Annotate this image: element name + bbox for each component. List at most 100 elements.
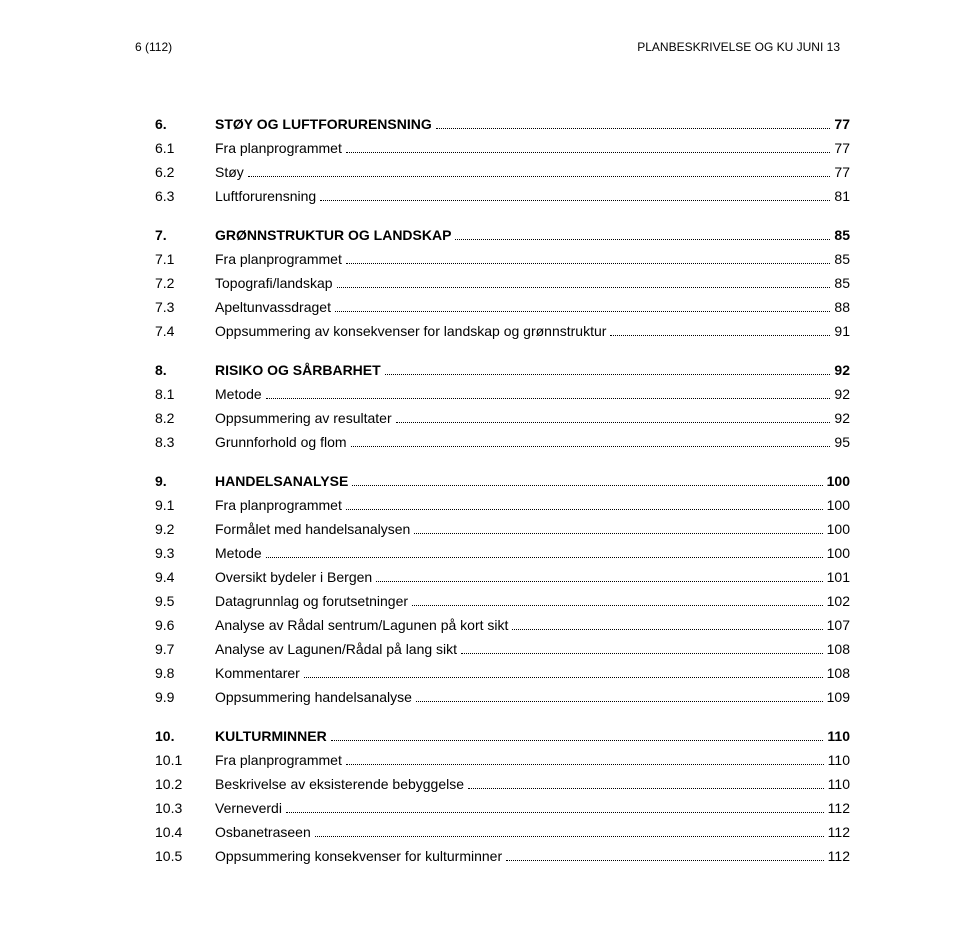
toc-leader-dots: [266, 557, 823, 558]
toc-leader-dots: [346, 764, 824, 765]
toc-page-number: 85: [834, 225, 850, 246]
toc-entry: 8.3Grunnforhold og flom95: [155, 432, 850, 453]
toc-title: Analyse av Lagunen/Rådal på lang sikt: [215, 639, 457, 660]
toc-entry: 9.6Analyse av Rådal sentrum/Lagunen på k…: [155, 615, 850, 636]
toc-entry: 7.2Topografi/landskap85: [155, 273, 850, 294]
toc-entry: 7.1Fra planprogrammet85: [155, 249, 850, 270]
toc-section-head: 10.KULTURMINNER110: [155, 726, 850, 747]
toc-number: 10.: [155, 726, 215, 747]
toc-entry: 8.2Oppsummering av resultater 92: [155, 408, 850, 429]
toc-number: 6.3: [155, 186, 215, 207]
toc-page-number: 85: [834, 249, 850, 270]
toc-number: 9.: [155, 471, 215, 492]
toc-number: 8.2: [155, 408, 215, 429]
toc-title: Apeltunvassdraget: [215, 297, 331, 318]
toc-entry: 6.3Luftforurensning 81: [155, 186, 850, 207]
toc-leader-dots: [385, 374, 831, 375]
toc-entry: 8.1Metode92: [155, 384, 850, 405]
toc-title: RISIKO OG SÅRBARHET: [215, 360, 381, 381]
toc-page-number: 92: [834, 360, 850, 381]
toc-entry: 9.8Kommentarer 108: [155, 663, 850, 684]
toc-leader-dots: [461, 653, 823, 654]
toc-leader-dots: [315, 836, 824, 837]
toc-number: 9.4: [155, 567, 215, 588]
toc-title: Oppsummering konsekvenser for kulturminn…: [215, 846, 502, 867]
toc-leader-dots: [412, 605, 823, 606]
table-of-contents: 6.STØY OG LUFTFORURENSNING776.1Fra planp…: [155, 114, 850, 867]
toc-section-head: 7.GRØNNSTRUKTUR OG LANDSKAP85: [155, 225, 850, 246]
toc-number: 10.3: [155, 798, 215, 819]
toc-leader-dots: [455, 239, 830, 240]
toc-leader-dots: [376, 581, 822, 582]
toc-number: 7.3: [155, 297, 215, 318]
toc-entry: 9.2Formålet med handelsanalysen100: [155, 519, 850, 540]
header-title: PLANBESKRIVELSE OG KU JUNI 13: [637, 40, 840, 54]
toc-page-number: 108: [827, 639, 850, 660]
toc-leader-dots: [436, 128, 831, 129]
toc-page-number: 81: [834, 186, 850, 207]
toc-title: Oppsummering av resultater: [215, 408, 392, 429]
toc-page-number: 109: [827, 687, 850, 708]
toc-page-number: 95: [834, 432, 850, 453]
toc-title: Oppsummering handelsanalyse: [215, 687, 412, 708]
toc-title: Oversikt bydeler i Bergen: [215, 567, 372, 588]
toc-title: Grunnforhold og flom: [215, 432, 347, 453]
toc-number: 10.2: [155, 774, 215, 795]
toc-leader-dots: [416, 701, 823, 702]
toc-number: 8.: [155, 360, 215, 381]
toc-entry: 10.2Beskrivelse av eksisterende bebyggel…: [155, 774, 850, 795]
toc-page-number: 77: [834, 114, 850, 135]
toc-title: Fra planprogrammet: [215, 138, 342, 159]
toc-page-number: 110: [827, 726, 850, 747]
toc-leader-dots: [352, 485, 822, 486]
page-header: 6 (112) PLANBESKRIVELSE OG KU JUNI 13: [155, 40, 850, 54]
toc-title: Luftforurensning: [215, 186, 316, 207]
toc-number: 6.1: [155, 138, 215, 159]
toc-leader-dots: [346, 509, 823, 510]
toc-title: Beskrivelse av eksisterende bebyggelse: [215, 774, 464, 795]
toc-entry: 9.1Fra planprogrammet100: [155, 495, 850, 516]
toc-number: 10.5: [155, 846, 215, 867]
toc-title: Formålet med handelsanalysen: [215, 519, 410, 540]
toc-title: Kommentarer: [215, 663, 300, 684]
toc-number: 7.4: [155, 321, 215, 342]
toc-page-number: 112: [828, 798, 850, 819]
toc-entry: 7.3Apeltunvassdraget88: [155, 297, 850, 318]
toc-title: Osbanetraseen: [215, 822, 311, 843]
toc-leader-dots: [414, 533, 822, 534]
toc-entry: 6.1Fra planprogrammet77: [155, 138, 850, 159]
toc-number: 6.: [155, 114, 215, 135]
toc-leader-dots: [468, 788, 824, 789]
toc-number: 8.1: [155, 384, 215, 405]
toc-leader-dots: [286, 812, 824, 813]
toc-number: 9.8: [155, 663, 215, 684]
toc-leader-dots: [266, 398, 831, 399]
toc-entry: 9.9Oppsummering handelsanalyse 109: [155, 687, 850, 708]
toc-page-number: 85: [834, 273, 850, 294]
toc-page-number: 110: [828, 774, 850, 795]
toc-page-number: 92: [834, 408, 850, 429]
toc-page-number: 92: [834, 384, 850, 405]
toc-number: 9.2: [155, 519, 215, 540]
toc-page-number: 107: [827, 615, 850, 636]
toc-page-number: 91: [834, 321, 850, 342]
toc-page-number: 102: [827, 591, 850, 612]
toc-page-number: 110: [828, 750, 850, 771]
toc-entry: 10.4Osbanetraseen112: [155, 822, 850, 843]
toc-number: 9.6: [155, 615, 215, 636]
toc-leader-dots: [248, 176, 831, 177]
toc-title: Metode: [215, 543, 262, 564]
toc-number: 10.4: [155, 822, 215, 843]
toc-leader-dots: [331, 740, 824, 741]
toc-entry: 10.3Verneverdi112: [155, 798, 850, 819]
toc-entry: 9.3Metode100: [155, 543, 850, 564]
toc-title: Analyse av Rådal sentrum/Lagunen på kort…: [215, 615, 508, 636]
toc-leader-dots: [506, 860, 824, 861]
toc-number: 9.9: [155, 687, 215, 708]
toc-page-number: 108: [827, 663, 850, 684]
toc-page-number: 101: [827, 567, 850, 588]
toc-leader-dots: [396, 422, 831, 423]
toc-number: 7.: [155, 225, 215, 246]
toc-number: 9.7: [155, 639, 215, 660]
toc-number: 10.1: [155, 750, 215, 771]
